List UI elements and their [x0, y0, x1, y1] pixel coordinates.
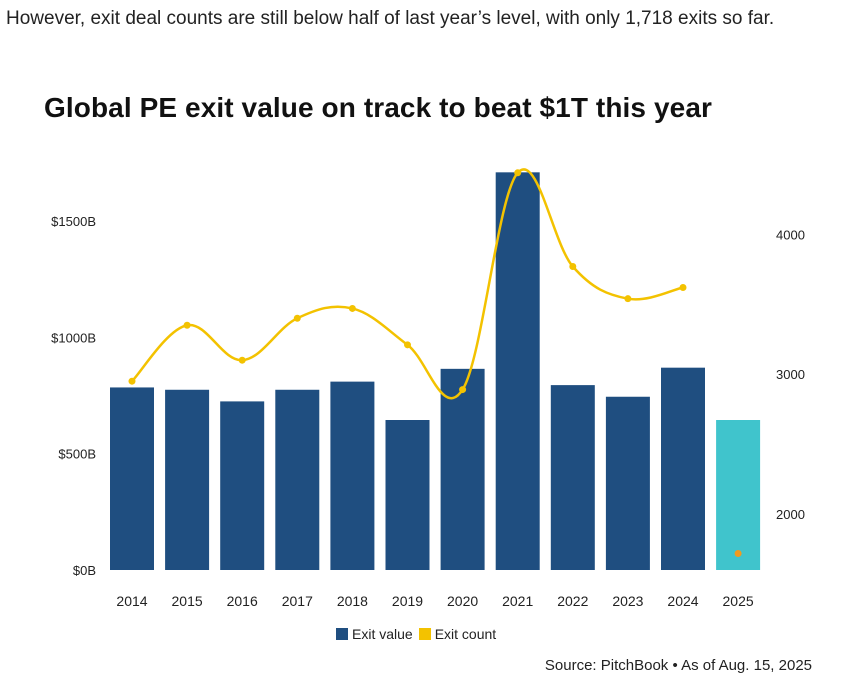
- exit-count-line-group: [128, 168, 742, 557]
- right-tick-label: 2000: [776, 507, 805, 522]
- x-tick-label-2018: 2018: [337, 593, 368, 609]
- legend-item-exit-count: Exit count: [418, 626, 497, 642]
- legend-swatch-exit-count: [418, 628, 431, 640]
- intro-text: However, exit deal counts are still belo…: [6, 8, 775, 29]
- bar-2022: [550, 385, 595, 570]
- exit-count-point-2019: [404, 341, 411, 349]
- exit-count-line: [131, 168, 684, 400]
- source-note: Source: PitchBook • As of Aug. 15, 2025: [544, 657, 812, 674]
- bar-2024: [661, 367, 705, 570]
- x-tick-label-2022: 2022: [557, 593, 588, 609]
- bar-2019: [385, 420, 430, 570]
- exit-count-point-2022: [569, 263, 577, 271]
- legend-swatch-exit-value: [336, 628, 348, 640]
- right-tick-label: 4000: [776, 227, 805, 242]
- x-tick-label-2024: 2024: [667, 593, 698, 609]
- exit-count-point-2021: [514, 169, 522, 177]
- x-tick-label-2025: 2025: [723, 593, 754, 609]
- left-tick-label: $500B: [58, 447, 96, 462]
- x-tick-label-2014: 2014: [116, 593, 147, 609]
- legend: Exit value Exit count: [336, 626, 502, 642]
- exit-count-point-2018: [348, 304, 356, 312]
- left-tick-label: $1500B: [51, 214, 96, 229]
- x-tick-label-2017: 2017: [282, 593, 313, 609]
- bar-2023: [605, 396, 650, 570]
- x-tick-label-2016: 2016: [227, 593, 258, 609]
- legend-item-exit-value: Exit value: [336, 626, 413, 642]
- x-tick-label-2020: 2020: [447, 593, 478, 609]
- bar-2017: [275, 389, 320, 570]
- exit-count-point-2015: [183, 321, 191, 329]
- x-tick-label-2019: 2019: [392, 593, 423, 609]
- left-tick-label: $1000B: [51, 330, 96, 345]
- exit-count-point-2025: [734, 549, 742, 557]
- left-axis-ticks: $0B $500B $1000B $1500B: [51, 214, 96, 578]
- x-tick-label-2015: 2015: [172, 593, 203, 609]
- bar-2025: [716, 420, 761, 570]
- bar-2015: [165, 389, 210, 570]
- x-axis-ticks: 2014 2015 2016 2017 2018 2019 2020 2021 2022 2023…: [116, 593, 753, 609]
- left-tick-label: $0B: [73, 563, 96, 578]
- exit-count-point-2017: [293, 314, 301, 322]
- bar-2021: [495, 172, 540, 571]
- x-tick-label-2023: 2023: [612, 593, 643, 609]
- bar-2020: [440, 368, 485, 570]
- chart-title: Global PE exit value on track to beat $1…: [44, 92, 712, 123]
- exit-count-point-2023: [624, 295, 632, 303]
- bar-2018: [330, 381, 375, 570]
- exit-count-point-2016: [238, 356, 246, 364]
- bar-2016: [220, 401, 265, 570]
- bars-group: [110, 172, 761, 571]
- legend-label-exit-value: Exit value: [352, 626, 413, 642]
- exit-count-point-2014: [128, 377, 136, 385]
- right-axis-ticks: 2000 3000 4000: [776, 227, 805, 522]
- x-tick-label-2021: 2021: [502, 593, 533, 609]
- right-tick-label: 3000: [776, 367, 805, 382]
- legend-label-exit-count: Exit count: [434, 626, 497, 642]
- exit-count-point-2024: [679, 283, 687, 291]
- exit-count-point-2020: [459, 386, 467, 394]
- bar-2014: [110, 387, 154, 570]
